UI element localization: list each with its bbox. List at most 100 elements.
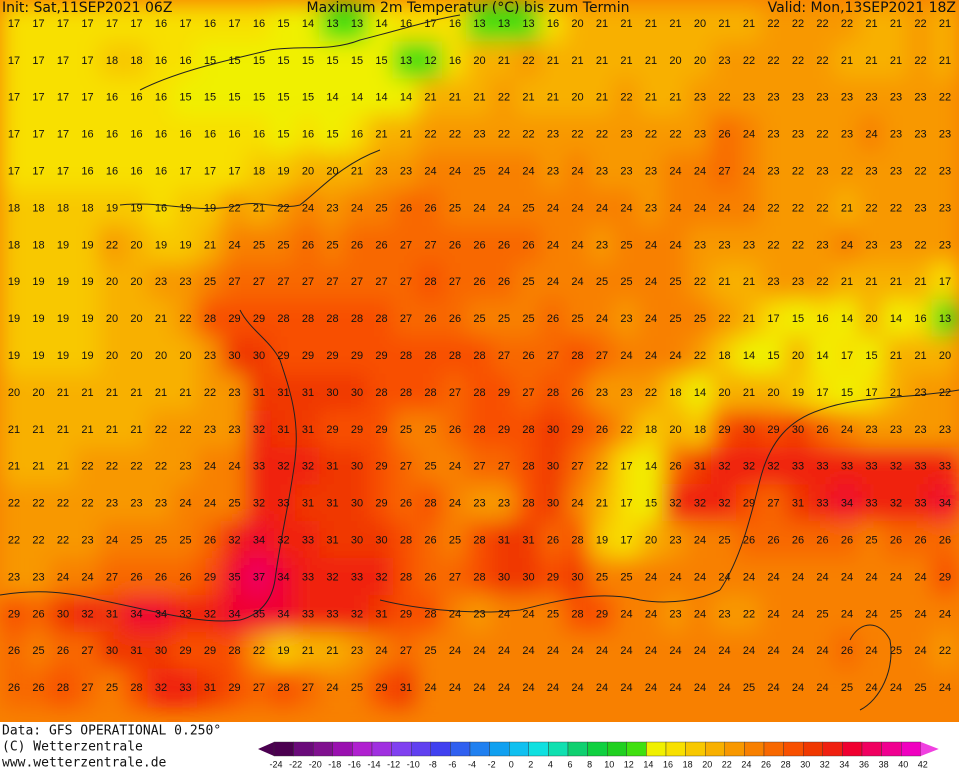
legend-swatch <box>450 741 471 757</box>
temperature-label: 35 <box>253 608 265 620</box>
temperature-cell <box>931 410 959 450</box>
temperature-label: 15 <box>277 55 289 67</box>
temperature-cell <box>343 631 371 671</box>
temperature-cell <box>294 262 322 302</box>
temperature-cell <box>319 115 346 155</box>
temperature-cell <box>490 299 518 339</box>
temperature-cell <box>833 373 861 413</box>
temperature-label: 24 <box>669 645 681 657</box>
temperature-cell <box>515 336 542 376</box>
temperature-cell <box>98 4 126 44</box>
temperature-label: 21 <box>302 645 314 657</box>
temperature-cell <box>784 631 812 671</box>
temperature-label: 18 <box>645 424 657 436</box>
temperature-label: 30 <box>375 535 387 547</box>
temperature-label: 30 <box>351 387 363 399</box>
temperature-cell <box>711 373 738 413</box>
temperature-cell <box>294 373 322 413</box>
temperature-label: 20 <box>718 387 730 399</box>
temperature-label: 17 <box>179 18 191 30</box>
temperature-label: 22 <box>816 202 828 214</box>
temperature-cell <box>858 4 885 44</box>
temperature-cell <box>858 225 885 265</box>
temperature-cell <box>417 484 444 524</box>
temperature-label: 22 <box>106 239 118 251</box>
temperature-label: 16 <box>130 129 142 141</box>
temperature-label: 17 <box>620 498 632 510</box>
temperature-label: 22 <box>792 166 804 178</box>
temperature-cell <box>123 225 150 265</box>
temperature-cell <box>662 336 689 376</box>
temperature-label: 22 <box>620 92 632 104</box>
temperature-label: 23 <box>694 129 706 141</box>
temperature-label: 21 <box>645 18 657 30</box>
temperature-label: 23 <box>718 239 730 251</box>
temperature-label: 15 <box>277 18 289 30</box>
temperature-cell <box>172 189 199 228</box>
temperature-label: 17 <box>57 129 69 141</box>
temperature-label: 21 <box>522 92 534 104</box>
temperature-label: 23 <box>718 55 730 67</box>
temperature-label: 20 <box>669 424 681 436</box>
legend-label: 38 <box>879 759 889 769</box>
temperature-cell <box>270 410 297 450</box>
temperature-label: 23 <box>890 166 902 178</box>
temperature-cell <box>221 115 248 155</box>
temperature-cell <box>735 484 763 524</box>
temperature-cell <box>49 558 77 597</box>
temperature-cell <box>343 668 371 708</box>
temperature-label: 27 <box>522 387 534 399</box>
temperature-cell <box>172 447 199 487</box>
temperature-label: 24 <box>351 202 363 214</box>
temperature-label: 29 <box>204 645 216 657</box>
temperature-cell <box>196 115 224 155</box>
temperature-cell <box>515 4 542 44</box>
temperature-label: 24 <box>792 645 804 657</box>
temperature-cell <box>637 410 665 450</box>
temperature-cell <box>515 484 542 524</box>
legend-label: -18 <box>328 759 341 769</box>
temperature-cell <box>637 115 665 155</box>
temperature-label: 22 <box>816 18 828 30</box>
temperature-label: 21 <box>865 18 877 30</box>
temperature-cell <box>907 189 934 228</box>
temperature-label: 26 <box>841 645 853 657</box>
temperature-cell <box>637 262 665 302</box>
temperature-cell <box>490 41 518 81</box>
temperature-cell <box>613 41 640 81</box>
temperature-label: 34 <box>277 571 289 583</box>
temperature-cell <box>0 41 28 81</box>
temperature-label: 26 <box>400 498 412 510</box>
temperature-cell <box>245 189 273 228</box>
temperature-label: 26 <box>375 239 387 251</box>
temperature-label: 23 <box>669 608 681 620</box>
legend-label: 32 <box>820 759 830 769</box>
temperature-cell <box>147 668 175 708</box>
temperature-cell <box>25 373 52 413</box>
temperature-label: 31 <box>522 535 534 547</box>
legend-label: -8 <box>429 759 437 769</box>
temperature-cell <box>172 78 199 118</box>
legend-swatch <box>607 741 628 757</box>
temperature-cell <box>711 225 738 265</box>
temperature-cell <box>294 631 322 671</box>
temperature-cell <box>441 189 469 228</box>
temperature-label: 25 <box>816 608 828 620</box>
temperature-cell <box>270 152 297 192</box>
temperature-cell <box>784 4 812 44</box>
legend-swatch <box>587 741 608 757</box>
temperature-label: 29 <box>179 645 191 657</box>
temperature-label: 19 <box>130 202 142 214</box>
legend-swatch <box>313 741 334 757</box>
temperature-label: 21 <box>81 387 93 399</box>
legend-label: -22 <box>289 759 302 769</box>
temperature-cell <box>49 225 77 265</box>
temperature-label: 29 <box>596 608 608 620</box>
temperature-cell <box>858 299 885 339</box>
temperature-label: 33 <box>253 461 265 473</box>
temperature-label: 21 <box>865 276 877 288</box>
temperature-label: 21 <box>571 55 583 67</box>
temperature-cell <box>907 447 934 487</box>
temperature-label: 16 <box>547 18 559 30</box>
temperature-cell <box>539 189 567 228</box>
